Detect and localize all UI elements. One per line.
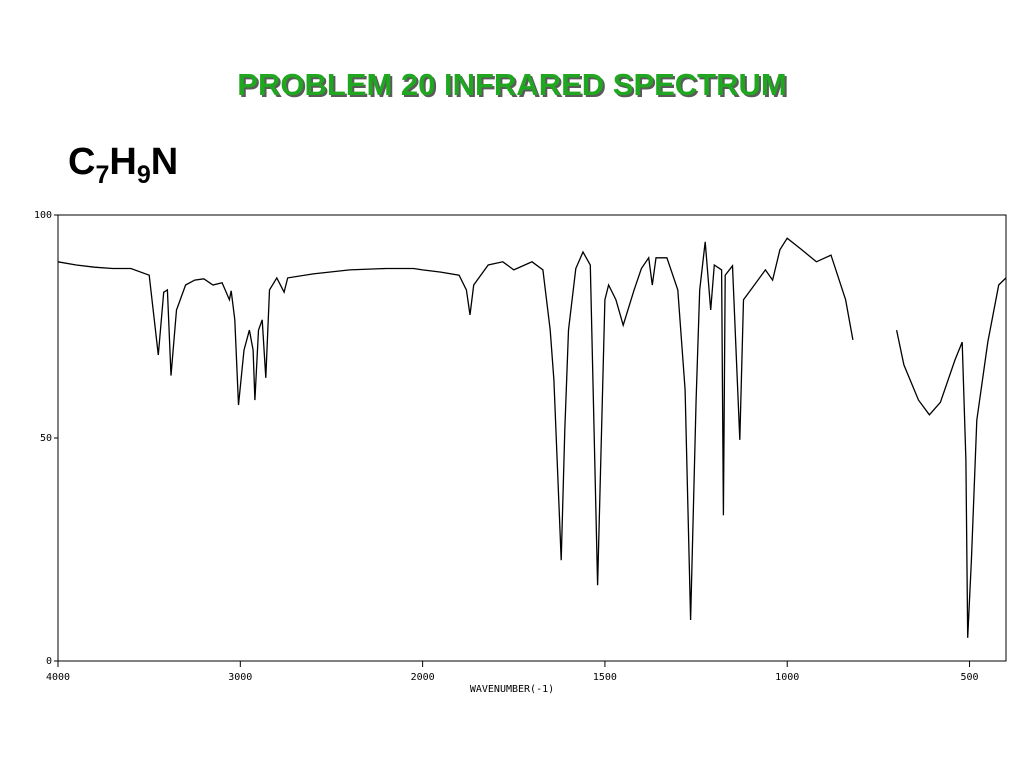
x-axis-label: WAVENUMBER(-1) xyxy=(470,684,554,695)
x-tick-label: 3000 xyxy=(228,672,252,683)
plot-frame xyxy=(57,214,1007,662)
x-tick-label: 2000 xyxy=(411,672,435,683)
y-tick-label: 0 xyxy=(46,656,52,667)
y-tick-label: 100 xyxy=(34,210,52,221)
formula-part: H xyxy=(109,141,136,183)
formula-subscript: 9 xyxy=(137,161,151,189)
formula: C7H9N xyxy=(68,141,178,189)
title-shadow: PROBLEM 20 INFRARED SPECTRUM xyxy=(239,69,788,104)
x-tick-label: 1000 xyxy=(775,672,799,683)
slide-title: PROBLEM 20 INFRARED SPECTRUM xyxy=(237,67,786,102)
formula-part: C xyxy=(68,141,95,183)
spectrum-line xyxy=(57,237,1007,638)
y-tick-label: 50 xyxy=(40,433,52,444)
x-tick-label: 4000 xyxy=(46,672,70,683)
x-tick-label: 500 xyxy=(961,672,979,683)
x-tick-label: 1500 xyxy=(593,672,617,683)
formula-part: N xyxy=(151,141,178,183)
formula-subscript: 7 xyxy=(95,161,109,189)
